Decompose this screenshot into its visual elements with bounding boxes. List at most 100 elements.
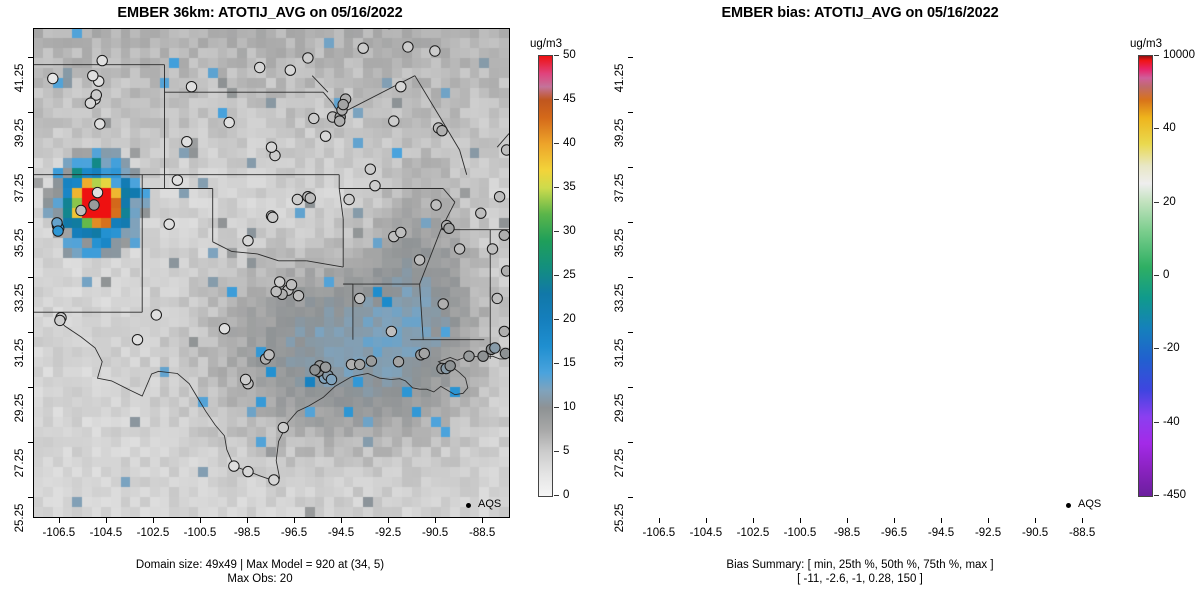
aqs-station-marker[interactable] [185,81,198,93]
aqs-station-marker[interactable] [242,465,254,478]
aqs-station-marker[interactable] [477,350,489,362]
map-plot-model[interactable] [33,28,510,518]
aqs-station-marker[interactable] [228,460,240,472]
aqs-station-marker[interactable] [364,163,376,175]
aqs-station-marker[interactable] [418,347,430,360]
aqs-station-marker[interactable] [402,41,414,53]
aqs-station-marker[interactable] [163,218,175,230]
colorbar-tick-label-6: 10000 [1163,49,1195,61]
aqs-station-marker[interactable] [436,125,448,137]
colorbar-tick-label-5: 40 [1163,122,1176,135]
aqs-station-marker[interactable] [365,355,378,367]
caption-bias-line2: [ -11, -2.6, -1, 0.28, 150 ] [797,573,923,585]
y-tick [628,441,633,443]
y-tick [28,441,33,443]
aqs-station-marker[interactable] [181,136,193,148]
aqs-station-marker[interactable] [498,229,509,241]
aqs-station-marker[interactable] [90,89,102,101]
aqs-station-marker[interactable] [430,199,442,211]
panel-model: EMBER 36km: ATOTIJ_AVG on 05/16/2022 AQS… [14,5,576,585]
aqs-station-marker[interactable] [463,350,475,362]
aqs-station-marker[interactable] [486,243,499,255]
model-concentration-grid [34,29,509,517]
aqs-station-marker[interactable] [498,325,509,338]
aqs-station-marker[interactable] [500,265,509,277]
aqs-station-marker[interactable] [444,360,456,372]
aqs-station-marker[interactable] [87,70,99,82]
aqs-station-marker[interactable] [357,42,369,54]
aqs-station-marker[interactable] [304,192,316,204]
aqs-station-marker[interactable] [88,199,100,211]
aqs-station-marker[interactable] [354,292,366,305]
aqs-station-marker[interactable] [150,309,163,321]
aqs-dot-icon [1066,503,1071,508]
aqs-station-marker[interactable] [277,421,290,434]
aqs-station-marker[interactable] [270,285,282,298]
x-tick [705,518,707,523]
aqs-station-marker[interactable] [96,54,108,67]
aqs-station-marker[interactable] [491,292,503,305]
aqs-station-marker[interactable] [500,144,509,156]
aqs-station-marker[interactable] [354,358,366,371]
aqs-station-marker[interactable] [254,61,266,74]
aqs-station-marker[interactable] [263,349,275,361]
aqs-station-marker[interactable] [388,115,400,127]
aqs-station-marker[interactable] [309,364,321,376]
colorbar-tick-label-1: -40 [1163,415,1180,428]
aqs-station-marker[interactable] [91,186,104,199]
aqs-station-marker[interactable] [274,276,286,288]
x-tick [658,518,660,523]
y-tick [628,331,633,333]
aqs-station-marker[interactable] [302,52,314,64]
aqs-station-marker[interactable] [337,98,349,111]
x-tick [294,518,295,523]
y-tick [628,221,633,223]
aqs-station-marker[interactable] [443,222,455,235]
aqs-station-marker[interactable] [292,290,305,302]
aqs-station-marker[interactable] [47,72,59,85]
aqs-station-marker[interactable] [429,45,441,57]
aqs-station-marker[interactable] [239,373,252,386]
aqs-station-marker[interactable] [453,243,466,255]
aqs-station-marker[interactable] [268,474,280,486]
aqs-station-marker[interactable] [131,334,144,346]
aqs-station-marker[interactable] [475,207,487,219]
aqs-station-marker[interactable] [319,361,332,373]
aqs-station-marker[interactable] [84,97,97,109]
aqs-station-marker[interactable] [325,373,338,386]
aqs-station-marker[interactable] [493,191,506,203]
aqs-station-marker[interactable] [392,356,405,368]
aqs-station-marker[interactable] [395,226,407,239]
colorbar-tick-label-0: 0 [563,489,570,501]
aqs-station-marker[interactable] [52,225,64,237]
aqs-station-marker[interactable] [385,325,398,338]
aqs-station-marker[interactable] [94,118,106,130]
station-group[interactable] [47,29,509,486]
aqs-station-marker[interactable] [343,193,355,206]
aqs-station-marker[interactable] [218,323,231,335]
aqs-station-markers-model[interactable] [34,29,509,517]
aqs-station-marker[interactable] [54,314,66,327]
aqs-station-marker[interactable] [291,193,304,206]
aqs-station-marker[interactable] [437,298,449,310]
aqs-station-marker[interactable] [395,81,407,93]
aqs-station-marker[interactable] [308,112,320,125]
aqs-station-marker[interactable] [369,180,381,192]
aqs-station-marker[interactable] [284,64,296,76]
aqs-station-marker[interactable] [489,342,501,354]
aqs-station-marker[interactable] [319,130,332,142]
colorbar-tick [1154,495,1159,496]
aqs-station-marker[interactable] [223,116,235,129]
aqs-station-marker[interactable] [265,141,278,153]
aqs-station-marker[interactable] [499,347,509,360]
aqs-station-marker[interactable] [171,174,184,186]
aqs-station-marker[interactable] [75,204,87,217]
aqs-station-marker[interactable] [413,254,426,266]
colorbar-tick-label-4: 20 [563,313,576,325]
aqs-station-marker[interactable] [267,211,279,224]
aqs-station-marker[interactable] [242,235,254,247]
x-tick-label-2: -102.5 [136,527,170,539]
aqs-station-marker[interactable] [334,115,346,127]
aqs-station-marker[interactable] [285,279,298,291]
